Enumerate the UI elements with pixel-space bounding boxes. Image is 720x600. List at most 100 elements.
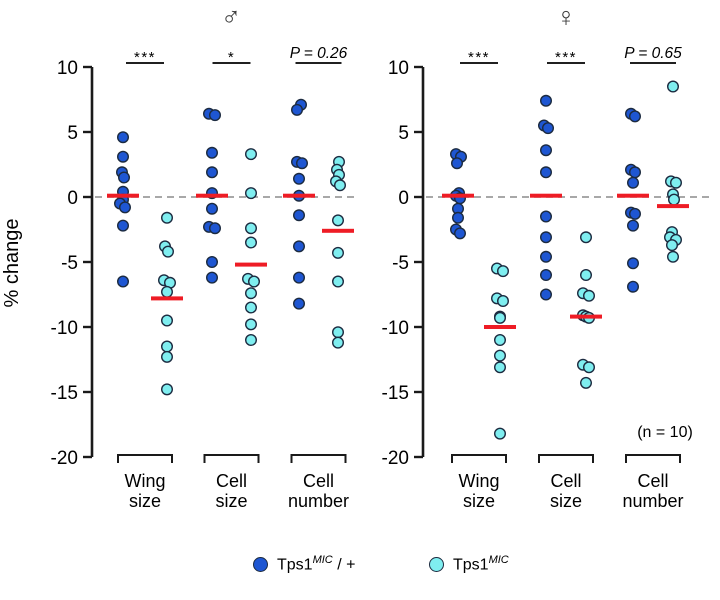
data-point [542, 122, 555, 135]
data-point [205, 146, 218, 159]
data-point [580, 269, 593, 282]
mutant-marker-icon [429, 556, 444, 572]
legend-item-control: Tps1MIC / + [253, 553, 355, 575]
category-label-line1: Cell [216, 471, 247, 491]
control-marker-icon [253, 556, 268, 572]
data-point [540, 144, 553, 157]
y-axis-label: % change [1, 218, 23, 308]
data-point [451, 157, 464, 170]
data-point [205, 256, 218, 269]
data-point [118, 201, 131, 214]
mean-line [151, 296, 183, 301]
data-point [629, 110, 642, 123]
data-point [494, 427, 507, 440]
data-point [332, 246, 345, 259]
data-point [627, 280, 640, 293]
significance-stars: *** [555, 49, 577, 66]
data-point [627, 257, 640, 270]
female-symbol: ♀ [555, 2, 577, 32]
data-point [205, 271, 218, 284]
category-label-line2: size [550, 491, 582, 511]
data-point [244, 318, 257, 331]
data-point [160, 314, 173, 327]
data-point [454, 227, 467, 240]
category-label-line1: Cell [637, 471, 668, 491]
data-point [332, 214, 345, 227]
data-point [583, 289, 596, 302]
data-point [160, 350, 173, 363]
data-point [332, 326, 345, 339]
data-point [208, 222, 221, 235]
y-tick-label: 0 [398, 188, 409, 209]
data-point [497, 295, 510, 308]
mean-line [196, 193, 228, 198]
data-point [244, 236, 257, 249]
category-bracket [451, 454, 507, 463]
data-point [293, 172, 306, 185]
data-point [494, 311, 507, 324]
data-point [629, 166, 642, 179]
data-point [293, 297, 306, 310]
y-tick-label: -5 [61, 253, 78, 274]
mean-line [107, 193, 139, 198]
category-bracket [203, 454, 260, 463]
data-point [494, 334, 507, 347]
category-label-line2: number [622, 491, 683, 511]
data-point [291, 103, 304, 116]
data-point [666, 239, 679, 252]
category-label-line2: number [288, 491, 349, 511]
data-point [629, 207, 642, 220]
y-tick-label: -20 [382, 448, 409, 469]
mean-line [283, 193, 315, 198]
data-point [117, 171, 130, 184]
data-point [540, 269, 553, 282]
p-value-label: P = 0.65 [624, 45, 682, 62]
data-point [244, 148, 257, 161]
mean-line [570, 314, 602, 319]
data-point [332, 336, 345, 349]
data-point [293, 209, 306, 222]
legend-label-control: Tps1MIC / + [277, 553, 356, 574]
y-tick-label: -10 [382, 318, 409, 339]
data-point [580, 376, 593, 389]
y-tick-label: -15 [382, 383, 409, 404]
data-point [667, 250, 680, 263]
data-point [627, 219, 640, 232]
significance-stars: *** [468, 49, 490, 66]
data-point [670, 176, 683, 189]
data-point [332, 275, 345, 288]
y-tick-label: -10 [51, 318, 78, 339]
mean-line [657, 204, 689, 209]
y-tick-label: -5 [392, 253, 409, 274]
data-point [208, 109, 221, 122]
data-point [667, 80, 680, 93]
sample-size-label: (n = 10) [637, 424, 693, 441]
data-point [160, 285, 173, 298]
data-point [627, 176, 640, 189]
data-point [494, 361, 507, 374]
data-point [494, 349, 507, 362]
data-point [247, 275, 260, 288]
data-point [583, 361, 596, 374]
category-label-line1: Cell [550, 471, 581, 491]
category-bracket [625, 454, 681, 463]
y-tick-label: 10 [57, 58, 78, 79]
data-point [205, 166, 218, 179]
data-point [244, 301, 257, 314]
data-point [116, 131, 129, 144]
mean-line [617, 193, 649, 198]
data-point [497, 265, 510, 278]
data-point [160, 383, 173, 396]
category-label-line2: size [129, 491, 161, 511]
y-tick-label: 5 [67, 123, 78, 144]
significance-stars: * [228, 49, 235, 66]
category-bracket [117, 454, 173, 463]
data-point [540, 288, 553, 301]
category-label-line2: size [215, 491, 247, 511]
data-point [540, 250, 553, 263]
category-label-line1: Cell [303, 471, 334, 491]
data-point [296, 157, 309, 170]
category-label-line2: size [463, 491, 495, 511]
data-point [244, 334, 257, 347]
